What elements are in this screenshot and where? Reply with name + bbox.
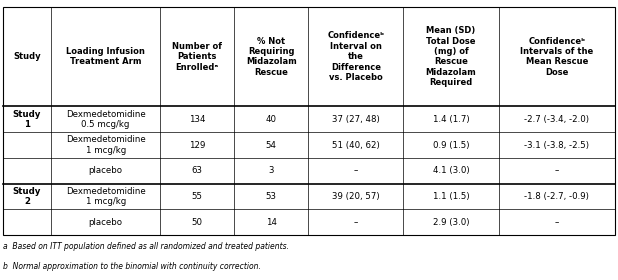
Text: 0.9 (1.5): 0.9 (1.5) — [433, 141, 469, 150]
Text: 54: 54 — [266, 141, 277, 150]
Text: 2.9 (3.0): 2.9 (3.0) — [433, 218, 469, 227]
Text: 51 (40, 62): 51 (40, 62) — [332, 141, 379, 150]
Text: –: – — [353, 218, 358, 227]
Text: –: – — [554, 218, 559, 227]
Text: Number of
Patients
Enrolledᵃ: Number of Patients Enrolledᵃ — [172, 42, 222, 72]
Text: 3: 3 — [269, 166, 274, 175]
Text: Confidenceᵇ
Interval on
the
Difference
vs. Placebo: Confidenceᵇ Interval on the Difference v… — [328, 31, 384, 82]
Text: 4.1 (3.0): 4.1 (3.0) — [433, 166, 469, 175]
Text: 63: 63 — [192, 166, 203, 175]
Text: Study
2: Study 2 — [13, 187, 41, 206]
Text: 14: 14 — [266, 218, 277, 227]
Text: a  Based on ITT population defined as all randomized and treated patients.: a Based on ITT population defined as all… — [3, 242, 289, 251]
Text: 1.4 (1.7): 1.4 (1.7) — [433, 115, 469, 124]
Text: 40: 40 — [266, 115, 277, 124]
Text: Loading Infusion
Treatment Arm: Loading Infusion Treatment Arm — [66, 47, 145, 66]
Text: -2.7 (-3.4, -2.0): -2.7 (-3.4, -2.0) — [524, 115, 589, 124]
Text: -1.8 (-2.7, -0.9): -1.8 (-2.7, -0.9) — [524, 192, 589, 201]
Text: -3.1 (-3.8, -2.5): -3.1 (-3.8, -2.5) — [524, 141, 589, 150]
Text: 50: 50 — [192, 218, 203, 227]
Text: placebo: placebo — [88, 218, 122, 227]
Text: 37 (27, 48): 37 (27, 48) — [332, 115, 379, 124]
Text: Study
1: Study 1 — [13, 109, 41, 129]
Text: 39 (20, 57): 39 (20, 57) — [332, 192, 379, 201]
Text: Mean (SD)
Total Dose
(mg) of
Rescue
Midazolam
Required: Mean (SD) Total Dose (mg) of Rescue Mida… — [426, 26, 476, 87]
Text: 129: 129 — [189, 141, 205, 150]
Text: Confidenceᵇ
Intervals of the
Mean Rescue
Dose: Confidenceᵇ Intervals of the Mean Rescue… — [520, 37, 593, 77]
Text: 53: 53 — [266, 192, 277, 201]
Text: Study: Study — [13, 52, 41, 61]
Text: –: – — [554, 166, 559, 175]
Text: placebo: placebo — [88, 166, 122, 175]
Text: 55: 55 — [192, 192, 203, 201]
Text: –: – — [353, 166, 358, 175]
Text: Dexmedetomidine
0.5 mcg/kg: Dexmedetomidine 0.5 mcg/kg — [66, 109, 145, 129]
Bar — [3, 7, 615, 235]
Text: Dexmedetomidine
1 mcg/kg: Dexmedetomidine 1 mcg/kg — [66, 135, 145, 155]
Text: 134: 134 — [189, 115, 206, 124]
Text: 1.1 (1.5): 1.1 (1.5) — [433, 192, 469, 201]
Text: % Not
Requiring
Midazolam
Rescue: % Not Requiring Midazolam Rescue — [246, 37, 297, 77]
Text: b  Normal approximation to the binomial with continuity correction.: b Normal approximation to the binomial w… — [3, 262, 261, 271]
Text: Dexmedetomidine
1 mcg/kg: Dexmedetomidine 1 mcg/kg — [66, 187, 145, 206]
